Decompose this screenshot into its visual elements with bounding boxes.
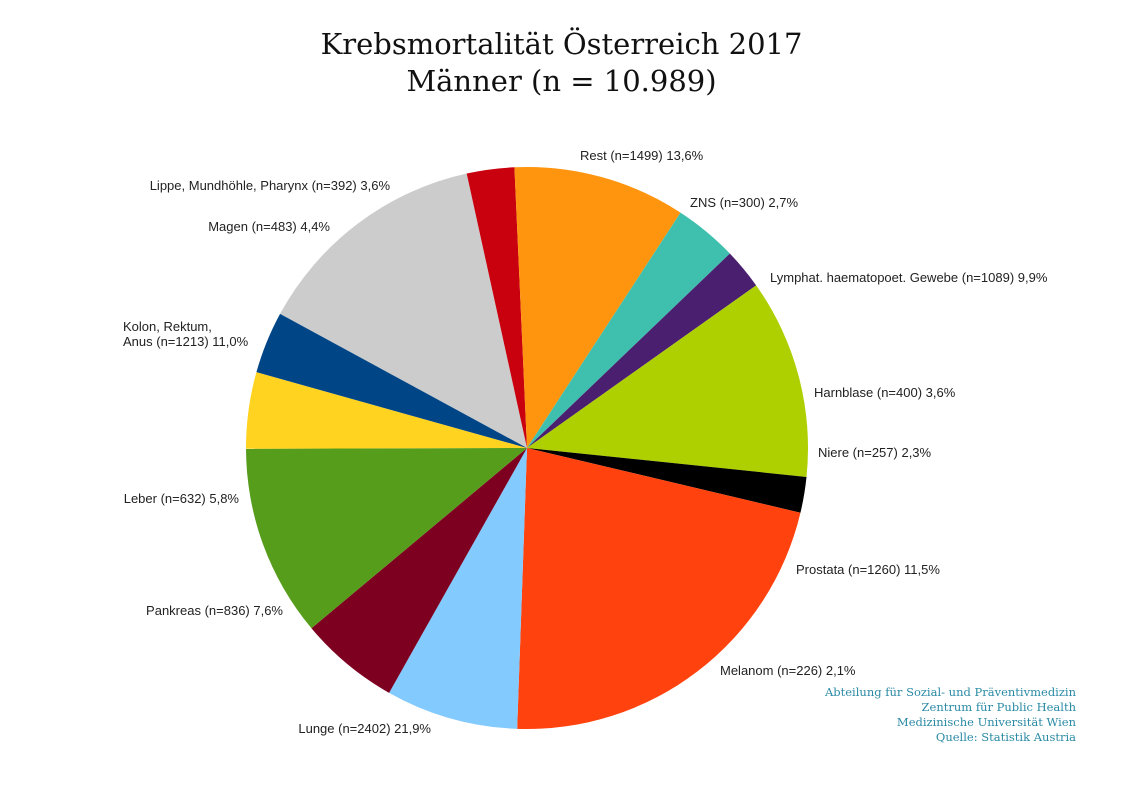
slice-label: Pankreas (n=836) 7,6% bbox=[146, 603, 283, 618]
pie-slice bbox=[517, 448, 801, 730]
credit-line: Quelle: Statistik Austria bbox=[935, 730, 1076, 744]
slice-label: Niere (n=257) 2,3% bbox=[818, 445, 932, 460]
slice-label: Lippe, Mundhöhle, Pharynx (n=392) 3,6% bbox=[150, 178, 391, 193]
pie-slice bbox=[527, 285, 809, 477]
slice-label: Prostata (n=1260) 11,5% bbox=[796, 562, 940, 577]
pie-slice bbox=[311, 448, 527, 693]
pie-slice bbox=[280, 173, 527, 449]
pie-slice bbox=[246, 448, 527, 629]
slice-label: Melanom (n=226) 2,1% bbox=[720, 663, 856, 678]
slice-label: ZNS (n=300) 2,7% bbox=[690, 195, 798, 210]
slice-label: Leber (n=632) 5,8% bbox=[124, 491, 240, 506]
credits: Abteilung für Sozial- und Präventivmediz… bbox=[825, 685, 1076, 745]
credit-line: Zentrum für Public Health bbox=[921, 700, 1076, 714]
credit-line: Abteilung für Sozial- und Präventivmediz… bbox=[824, 685, 1076, 699]
slice-label: Magen (n=483) 4,4% bbox=[208, 219, 330, 234]
pie-slice bbox=[466, 167, 527, 448]
pie-slice bbox=[245, 372, 527, 449]
slice-label: Rest (n=1499) 13,6% bbox=[580, 148, 704, 163]
credit-line: Medizinische Universität Wien bbox=[896, 715, 1076, 729]
chart-subtitle: Männer (n = 10.989) bbox=[406, 64, 717, 98]
pie-slices bbox=[245, 166, 809, 730]
pie-slice bbox=[527, 253, 757, 448]
slice-label: Lunge (n=2402) 21,9% bbox=[298, 721, 431, 736]
pie-slice bbox=[514, 166, 681, 448]
pie-slice bbox=[389, 448, 527, 729]
slice-label: Harnblase (n=400) 3,6% bbox=[814, 385, 956, 400]
pie-slice bbox=[527, 448, 807, 513]
chart-title: Krebsmortalität Österreich 2017 bbox=[320, 27, 803, 61]
slice-label: Kolon, Rektum, Anus (n=1213) 11,0% bbox=[123, 319, 249, 349]
pie-slice bbox=[256, 313, 527, 448]
pie-labels: Rest (n=1499) 13,6% ZNS (n=300) 2,7% Lymph… bbox=[123, 148, 1048, 736]
slice-label: Lymphat. haematopoet. Gewebe (n=1089) 9,… bbox=[770, 270, 1048, 285]
pie-slice bbox=[527, 212, 730, 448]
